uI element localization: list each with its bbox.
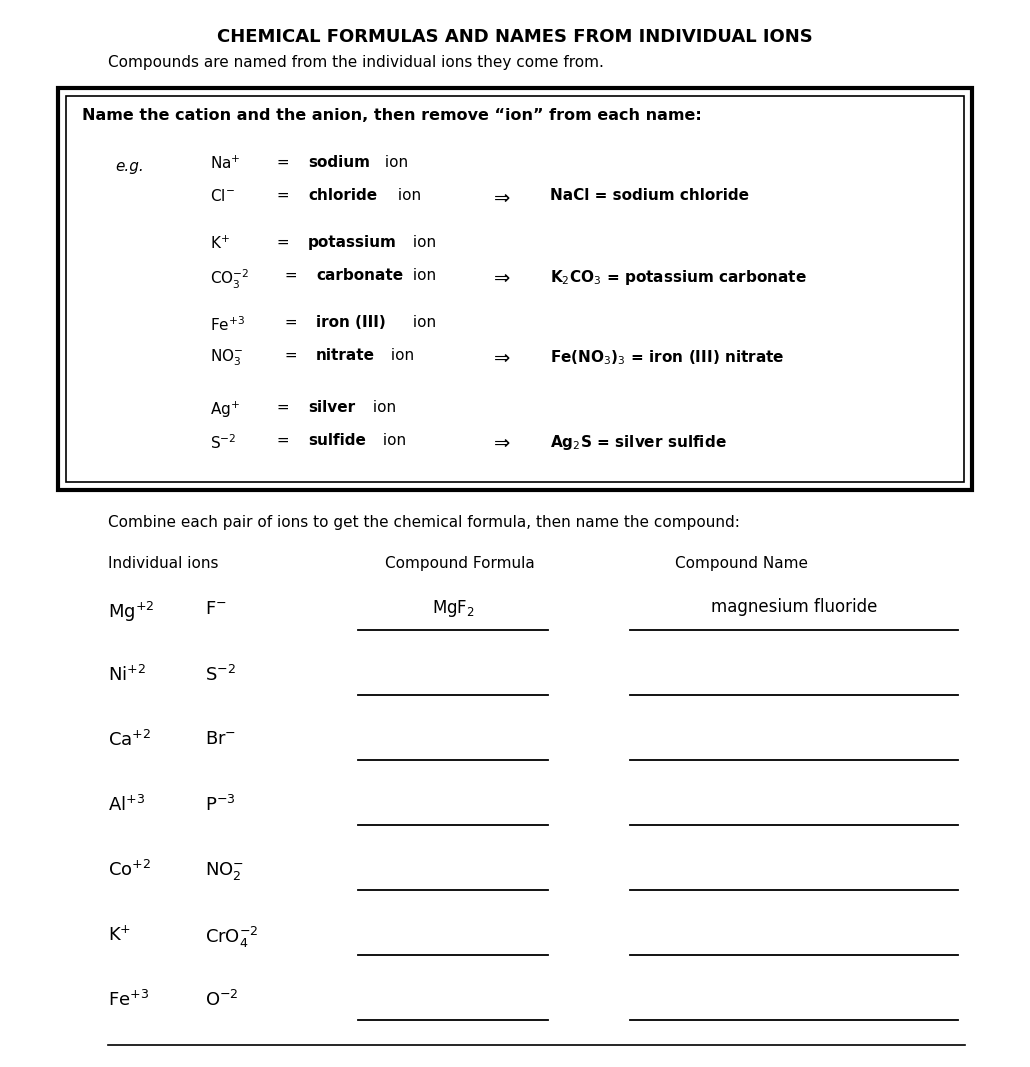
- Text: =: =: [280, 315, 303, 330]
- Text: =: =: [272, 400, 295, 415]
- Text: Ca$^{+2}$: Ca$^{+2}$: [108, 730, 151, 750]
- Text: Br$^{-}$: Br$^{-}$: [205, 730, 236, 748]
- Text: Fe(NO$_3$)$_3$ = iron (III) nitrate: Fe(NO$_3$)$_3$ = iron (III) nitrate: [550, 348, 785, 367]
- Text: ion: ion: [408, 268, 436, 283]
- Text: e.g.: e.g.: [115, 159, 144, 174]
- Text: Ag$_2$S = silver sulfide: Ag$_2$S = silver sulfide: [550, 433, 727, 452]
- Text: magnesium fluoride: magnesium fluoride: [711, 598, 878, 616]
- Text: Al$^{+3}$: Al$^{+3}$: [108, 795, 145, 815]
- Text: ion: ion: [380, 155, 408, 170]
- Text: Compound Formula: Compound Formula: [385, 556, 535, 571]
- Text: ion: ion: [378, 433, 406, 448]
- Text: sodium: sodium: [308, 155, 370, 170]
- Text: Cl$^{-}$: Cl$^{-}$: [210, 188, 235, 204]
- Text: potassium: potassium: [308, 235, 397, 250]
- Text: CO$_3^{-2}$: CO$_3^{-2}$: [210, 268, 249, 291]
- Text: Ag$^{+}$: Ag$^{+}$: [210, 400, 240, 420]
- Text: $\Rightarrow$: $\Rightarrow$: [490, 268, 511, 287]
- Text: chloride: chloride: [308, 188, 377, 203]
- Bar: [66, 96, 964, 482]
- Text: Ni$^{+2}$: Ni$^{+2}$: [108, 665, 146, 685]
- Text: =: =: [272, 433, 295, 448]
- Text: NaCl = sodium chloride: NaCl = sodium chloride: [550, 188, 749, 203]
- Text: CrO$_4^{-2}$: CrO$_4^{-2}$: [205, 925, 259, 950]
- Text: K$_2$CO$_3$ = potassium carbonate: K$_2$CO$_3$ = potassium carbonate: [550, 268, 806, 287]
- Text: P$^{-3}$: P$^{-3}$: [205, 795, 236, 815]
- Text: Mg$^{+2}$: Mg$^{+2}$: [108, 600, 154, 624]
- Text: K$^{+}$: K$^{+}$: [210, 235, 230, 252]
- Text: ion: ion: [408, 235, 436, 250]
- Text: Name the cation and the anion, then remove “ion” from each name:: Name the cation and the anion, then remo…: [82, 108, 701, 123]
- Text: ion: ion: [368, 400, 397, 415]
- Text: =: =: [280, 348, 303, 363]
- Text: nitrate: nitrate: [316, 348, 375, 363]
- Text: ion: ion: [386, 348, 414, 363]
- Text: MgF$_2$: MgF$_2$: [432, 598, 475, 619]
- Text: $\Rightarrow$: $\Rightarrow$: [490, 188, 511, 207]
- Text: Na$^{+}$: Na$^{+}$: [210, 155, 241, 172]
- Text: Co$^{+2}$: Co$^{+2}$: [108, 860, 151, 880]
- Bar: [58, 87, 972, 490]
- Text: Fe$^{+3}$: Fe$^{+3}$: [108, 990, 149, 1010]
- Text: K$^{+}$: K$^{+}$: [108, 925, 131, 944]
- Text: NO$_2^{-}$: NO$_2^{-}$: [205, 860, 244, 882]
- Text: $\Rightarrow$: $\Rightarrow$: [490, 433, 511, 452]
- Text: O$^{-2}$: O$^{-2}$: [205, 990, 239, 1010]
- Text: iron (III): iron (III): [316, 315, 386, 330]
- Text: CHEMICAL FORMULAS AND NAMES FROM INDIVIDUAL IONS: CHEMICAL FORMULAS AND NAMES FROM INDIVID…: [217, 28, 813, 46]
- Text: sulfide: sulfide: [308, 433, 366, 448]
- Text: =: =: [272, 188, 295, 203]
- Text: NO$_3^{-}$: NO$_3^{-}$: [210, 348, 243, 368]
- Text: silver: silver: [308, 400, 355, 415]
- Text: ion: ion: [408, 315, 436, 330]
- Text: Compound Name: Compound Name: [675, 556, 808, 571]
- Text: =: =: [272, 155, 295, 170]
- Text: F$^{-}$: F$^{-}$: [205, 600, 227, 618]
- Text: =: =: [280, 268, 303, 283]
- Text: Individual ions: Individual ions: [108, 556, 218, 571]
- Text: Compounds are named from the individual ions they come from.: Compounds are named from the individual …: [108, 55, 604, 70]
- Text: S$^{-2}$: S$^{-2}$: [210, 433, 237, 451]
- Text: $\Rightarrow$: $\Rightarrow$: [490, 348, 511, 367]
- Text: Combine each pair of ions to get the chemical formula, then name the compound:: Combine each pair of ions to get the che…: [108, 515, 740, 530]
- Text: Fe$^{+3}$: Fe$^{+3}$: [210, 315, 245, 334]
- Text: S$^{-2}$: S$^{-2}$: [205, 665, 236, 685]
- Text: =: =: [272, 235, 295, 250]
- Text: ion: ion: [393, 188, 421, 203]
- Text: carbonate: carbonate: [316, 268, 403, 283]
